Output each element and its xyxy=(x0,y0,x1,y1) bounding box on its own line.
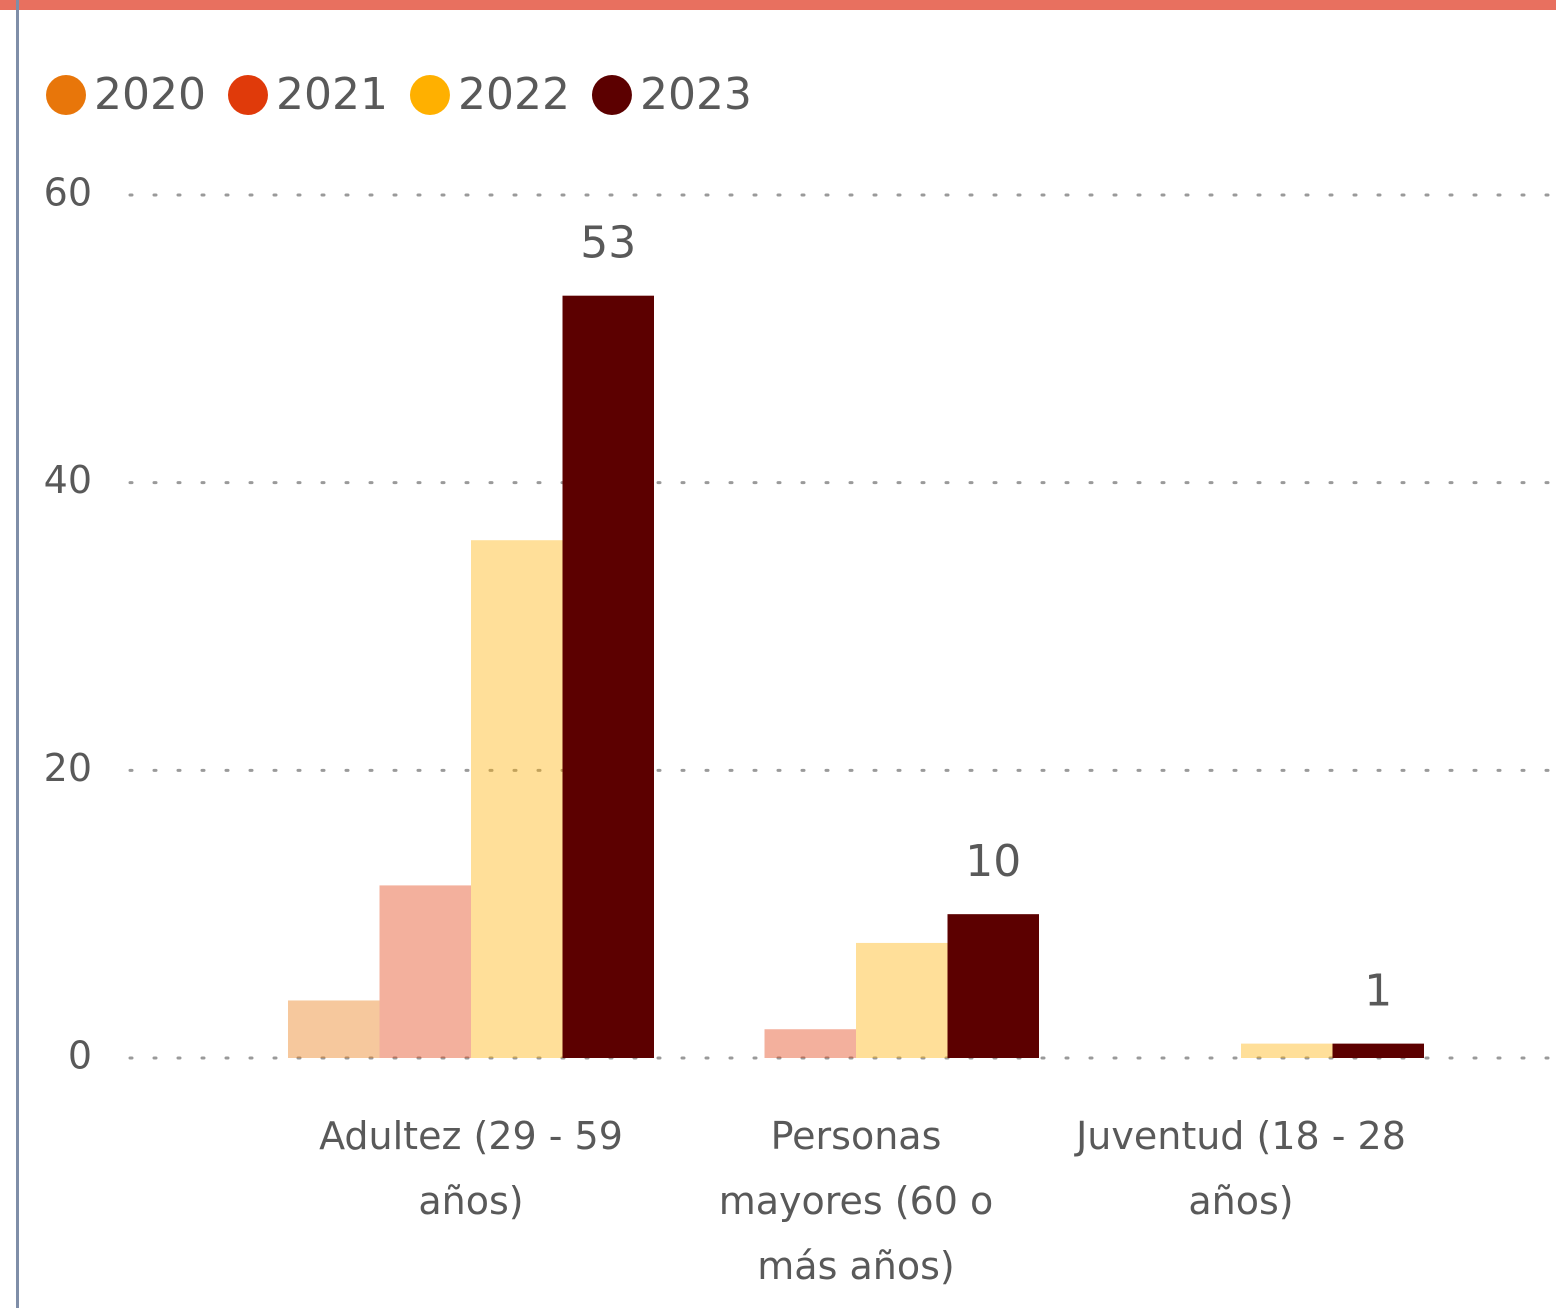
legend-label: 2021 xyxy=(276,69,388,120)
bar xyxy=(1332,1043,1424,1058)
legend-marker xyxy=(227,75,268,115)
top-border xyxy=(0,0,1556,10)
legend-marker xyxy=(46,75,86,115)
y-tick-label: 0 xyxy=(68,1034,92,1078)
bar xyxy=(856,942,948,1058)
x-tick-label: Juventud (18 - 28 años) xyxy=(1074,1114,1406,1223)
left-border xyxy=(16,0,19,1308)
bar xyxy=(562,295,654,1058)
bar xyxy=(379,885,471,1058)
legend-marker xyxy=(591,75,632,115)
legend-label: 2023 xyxy=(640,69,752,120)
x-tick-label-line: más años) xyxy=(757,1244,954,1288)
bar xyxy=(288,1000,380,1058)
x-tick-label-line: años) xyxy=(418,1179,523,1223)
y-tick-label: 60 xyxy=(44,171,92,215)
data-label: 1 xyxy=(1364,966,1392,1017)
x-tick-label: Adultez (29 - 59 años) xyxy=(319,1114,623,1223)
x-tick-label: Personas mayores (60 o más años) xyxy=(719,1114,994,1288)
bar xyxy=(947,914,1039,1058)
legend-label: 2020 xyxy=(94,69,206,120)
x-tick-label-line: mayores (60 o xyxy=(719,1179,994,1223)
x-tick-label-line: Personas xyxy=(771,1114,942,1158)
x-tick-label-line: Adultez (29 - 59 xyxy=(319,1114,623,1158)
y-tick-label: 20 xyxy=(44,746,92,790)
bar xyxy=(1241,1043,1333,1058)
bar xyxy=(471,540,563,1058)
x-tick-label-line: Juventud (18 - 28 xyxy=(1074,1114,1406,1158)
y-tick-label: 40 xyxy=(44,458,92,502)
x-tick-label-line: años) xyxy=(1188,1179,1293,1223)
data-label: 10 xyxy=(965,836,1021,887)
data-label: 53 xyxy=(580,218,636,269)
legend-marker xyxy=(409,75,450,115)
bar xyxy=(764,1029,856,1058)
legend-label: 2022 xyxy=(458,69,570,120)
